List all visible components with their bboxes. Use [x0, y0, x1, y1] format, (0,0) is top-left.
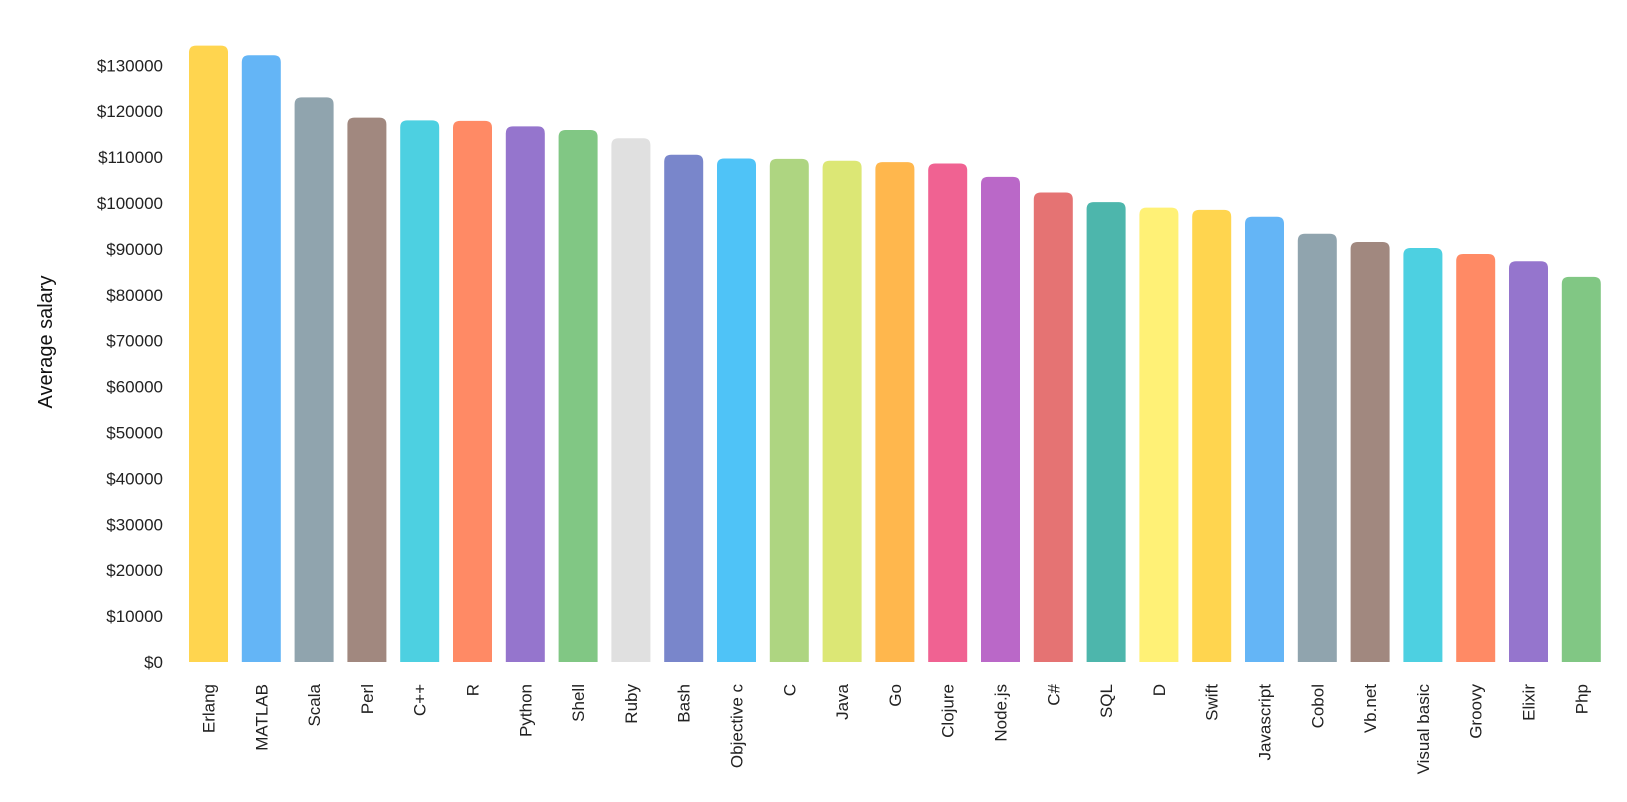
x-tick-label: Swift: [1203, 684, 1222, 721]
bar-visual-basic: [1403, 247, 1443, 662]
bar-erlang: [189, 45, 228, 663]
x-tick-label: D: [1150, 684, 1169, 696]
x-axis: Erlang MATLAB Scala Perl C++ R Python Shell Ruby…: [200, 683, 1592, 774]
x-tick-label: Bash: [675, 684, 694, 723]
bar-cobol: [1297, 233, 1337, 663]
bar-php: [1561, 276, 1601, 662]
bar-perl: [347, 117, 387, 663]
x-tick-label: Javascript: [1256, 684, 1275, 761]
bar-c-: [400, 120, 440, 662]
y-tick-label: $60000: [106, 378, 163, 397]
x-tick-label: Erlang: [200, 684, 219, 733]
y-tick-label: $70000: [106, 332, 163, 351]
x-tick-label: SQL: [1097, 684, 1116, 718]
x-tick-label: Java: [833, 683, 852, 719]
x-tick-label: Objective c: [728, 684, 747, 769]
bar-d: [1139, 207, 1179, 662]
x-tick-label: C#: [1044, 683, 1063, 705]
x-tick-label: Cobol: [1308, 684, 1327, 728]
x-tick-label: Visual basic: [1414, 684, 1433, 775]
y-tick-label: $80000: [106, 286, 163, 305]
bar-node-js: [981, 176, 1020, 662]
y-tick-label: $50000: [106, 424, 163, 443]
x-tick-label: C++: [411, 684, 430, 716]
bar-groovy: [1456, 253, 1496, 662]
y-tick-label: $10000: [106, 607, 163, 626]
bar-vb-net: [1350, 242, 1390, 662]
bar-matlab: [241, 55, 281, 662]
y-axis: $0 $10000 $20000 $30000 $40000 $50000 $60000 $7…: [97, 56, 163, 672]
x-tick-label: Scala: [305, 683, 324, 726]
bar-python: [505, 126, 545, 663]
bar-scala: [294, 97, 334, 663]
x-tick-label: Go: [886, 684, 905, 707]
y-axis-title: Average salary: [35, 275, 57, 408]
bar-bash: [664, 154, 704, 662]
y-tick-label: $110000: [98, 148, 163, 167]
bar-shell: [558, 130, 598, 663]
x-tick-label: Shell: [569, 684, 588, 722]
bar-javascript: [1245, 216, 1284, 662]
x-tick-label: Elixir: [1520, 684, 1539, 721]
bar-swift: [1192, 209, 1232, 662]
x-tick-label: Groovy: [1467, 684, 1486, 739]
bars: [189, 45, 1601, 663]
bar-c-: [1033, 192, 1073, 662]
x-tick-label: MATLAB: [252, 684, 271, 751]
x-tick-label: Node.js: [992, 684, 1011, 742]
bar-sql: [1086, 202, 1126, 662]
bar-clojure: [928, 163, 968, 662]
bar-java: [822, 160, 862, 662]
bar-c: [769, 158, 809, 662]
y-tick-label: $130000: [97, 56, 163, 75]
y-tick-label: $0: [144, 653, 163, 672]
bar-ruby: [611, 138, 651, 662]
bar-r: [453, 120, 492, 663]
x-tick-label: Perl: [358, 684, 377, 714]
y-tick-label: $120000: [97, 102, 163, 121]
x-tick-label: R: [464, 684, 483, 696]
y-tick-label: $40000: [106, 469, 163, 488]
x-tick-label: Php: [1572, 684, 1591, 714]
x-tick-label: Python: [516, 684, 535, 737]
x-tick-label: Clojure: [939, 684, 958, 738]
bar-go: [875, 162, 915, 663]
y-tick-label: $30000: [106, 515, 163, 534]
bar-elixir: [1509, 261, 1548, 662]
x-tick-label: Ruby: [622, 684, 641, 724]
x-tick-label: Vb.net: [1361, 684, 1380, 733]
y-tick-label: $20000: [106, 561, 163, 580]
bar-objective-c: [717, 158, 756, 663]
y-tick-label: $100000: [97, 194, 163, 213]
x-tick-label: C: [780, 684, 799, 696]
y-tick-label: $90000: [106, 240, 163, 259]
